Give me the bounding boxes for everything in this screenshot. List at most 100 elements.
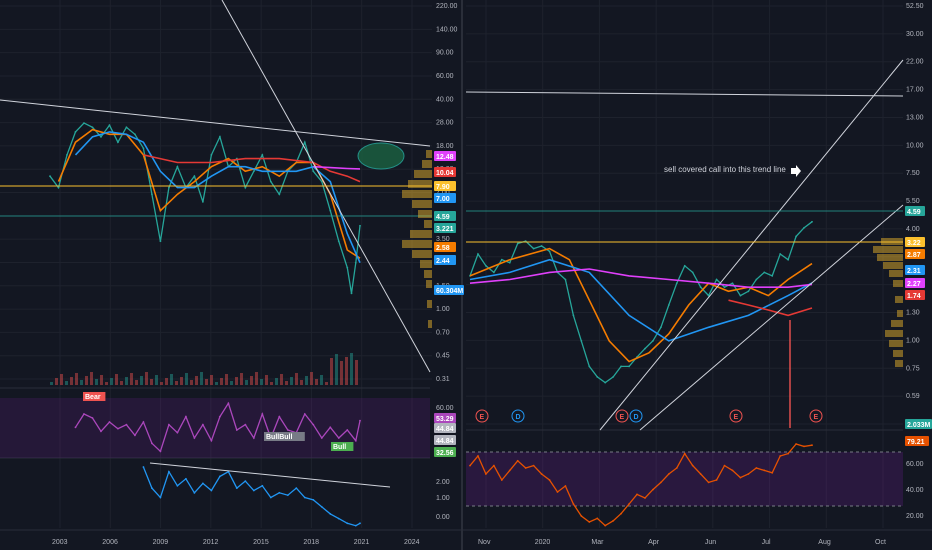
right-price-series-line — [469, 258, 813, 342]
left-volume-bar — [190, 380, 193, 385]
left-volume-bar — [235, 377, 238, 385]
right-osc-point — [675, 467, 678, 469]
right-price-point — [588, 365, 591, 368]
left-rsi-point — [303, 413, 306, 415]
right-osc-point — [469, 464, 471, 467]
left-volume-profile-bar — [420, 260, 432, 268]
left-rsi-point — [184, 415, 187, 418]
right-osc-y-tick: 20.00 — [906, 513, 924, 520]
left-x-tick: 2015 — [253, 539, 269, 546]
right-price-point — [485, 264, 487, 267]
left-volume-profile-bar — [422, 160, 432, 168]
right-x-tick: Nov — [478, 539, 491, 546]
left-price-label-bg — [434, 285, 464, 295]
right-event-marker-label: D — [634, 414, 639, 421]
left-osc-point — [176, 484, 179, 487]
right-price-y-tick: 30.00 — [906, 31, 924, 38]
left-rsi-point — [142, 421, 145, 423]
right-event-marker — [629, 409, 643, 423]
left-x-tick: 2003 — [52, 539, 68, 546]
left-volume-bar — [70, 377, 73, 385]
left-volume-bar — [75, 373, 78, 385]
right-osc-point — [580, 515, 583, 517]
left-volume-bar — [265, 375, 268, 385]
left-volume-bar — [50, 382, 53, 385]
right-price-y-tick: 13.00 — [906, 114, 924, 121]
right-x-tick: Mar — [591, 539, 604, 546]
right-volume-profile-bar — [881, 238, 903, 245]
right-osc-point — [532, 464, 535, 467]
right-event-marker-label: E — [734, 414, 739, 421]
left-volume-bar — [285, 381, 288, 385]
left-volume-bar — [145, 372, 148, 385]
right-event-marker — [615, 409, 629, 423]
left-price-point — [320, 180, 323, 183]
left-rsi-point — [151, 442, 153, 445]
left-rsi-value-label: 44.84 — [436, 426, 454, 433]
left-rsi-marker-bg — [264, 432, 305, 441]
left-rsi-band — [0, 398, 430, 458]
left-price-point — [329, 209, 332, 212]
left-osc-point — [329, 513, 332, 515]
right-price-point — [811, 220, 813, 223]
left-rsi-value-label-bg — [434, 413, 456, 423]
right-osc-point — [795, 443, 797, 445]
right-price-point — [477, 253, 479, 255]
left-price-point — [252, 170, 255, 173]
right-event-marker-label: D — [516, 414, 521, 421]
left-rsi-marker-bg — [83, 392, 106, 401]
left-price-label-bg — [434, 242, 456, 252]
left-osc-y-tick: 0.00 — [436, 514, 450, 521]
left-volume-bar — [225, 374, 228, 385]
right-x-tick: 2020 — [535, 539, 551, 546]
right-price-label-bg — [905, 290, 925, 300]
left-volume-bar — [220, 378, 223, 385]
left-rsi-point — [312, 423, 315, 426]
right-osc-point — [644, 497, 646, 499]
right-volume-profile-bar — [885, 330, 903, 337]
left-price-label-bg — [434, 255, 456, 265]
left-volume-bar — [175, 381, 178, 385]
right-volume-profile-bar — [893, 350, 903, 357]
left-osc-point — [320, 505, 323, 508]
left-rsi-point — [74, 426, 77, 429]
left-price-point — [108, 124, 111, 127]
left-volume-bar — [80, 380, 83, 385]
right-osc-point — [588, 521, 591, 523]
right-osc-series-line — [469, 443, 813, 527]
right-price-label: 1.74 — [907, 293, 921, 300]
right-event-marker-label: E — [480, 414, 485, 421]
left-osc-y-tick: 1.00 — [436, 495, 450, 502]
right-osc-point — [620, 512, 623, 515]
right-price-point — [731, 282, 734, 285]
left-x-tick: 2018 — [303, 539, 319, 546]
left-osc-point — [359, 522, 361, 525]
right-osc-point — [652, 488, 654, 491]
left-volume-bar — [210, 375, 213, 385]
left-price-label: 7.90 — [436, 184, 450, 191]
left-volume-bar — [130, 373, 133, 385]
right-price-point — [540, 245, 543, 247]
left-rsi-point — [354, 439, 357, 442]
right-x-tick: Jul — [762, 539, 771, 546]
left-price-point — [210, 154, 213, 156]
left-volume-bar — [260, 379, 263, 385]
right-event-marker-label: E — [620, 414, 625, 421]
left-volume-bar — [90, 372, 93, 385]
left-x-tick: 2021 — [354, 539, 370, 546]
left-osc-point — [261, 484, 264, 487]
right-price-point — [604, 381, 607, 384]
right-osc-point — [803, 445, 805, 448]
left-price-point — [57, 186, 60, 189]
left-volume-bar — [330, 358, 333, 385]
right-price-label: 2.31 — [907, 268, 921, 275]
left-price-point — [142, 147, 145, 150]
right-price-point — [652, 340, 654, 342]
left-volume-bar — [280, 374, 283, 385]
right-price-label: 2.033M — [907, 422, 931, 429]
left-price-label: 3.221 — [436, 226, 454, 233]
left-volume-bar — [300, 380, 303, 385]
left-rsi-point — [193, 437, 196, 439]
left-rsi-point — [235, 429, 238, 431]
left-price-point — [159, 240, 162, 243]
